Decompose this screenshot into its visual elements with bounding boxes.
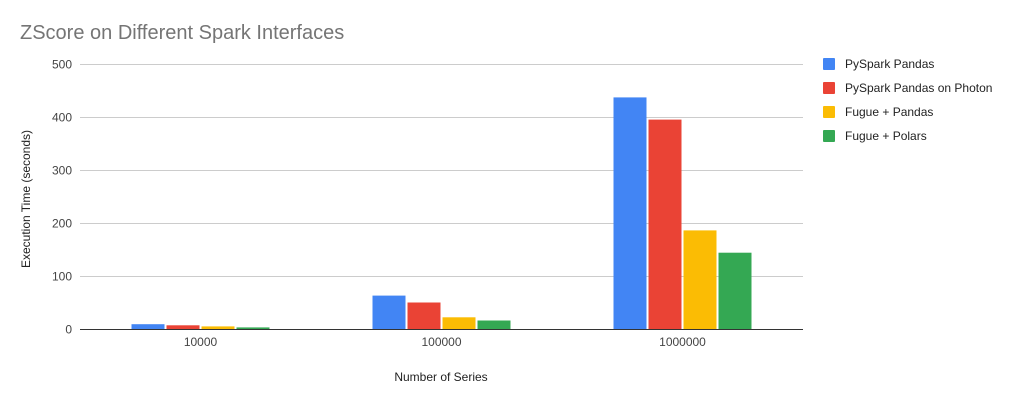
bar	[442, 317, 476, 329]
grid-lines	[80, 64, 803, 277]
bar	[407, 302, 441, 329]
legend-swatch	[823, 82, 835, 94]
x-axis-ticks: 10000 100000 1000000	[184, 335, 706, 349]
bar	[236, 327, 270, 329]
bar	[648, 119, 682, 329]
bars	[131, 97, 752, 330]
y-tick-label: 200	[52, 217, 72, 231]
legend-swatch	[823, 58, 835, 70]
chart-title: ZScore on Different Spark Interfaces	[20, 22, 344, 44]
y-tick-label: 100	[52, 270, 72, 284]
y-tick-label: 300	[52, 164, 72, 178]
legend-label: Fugue + Pandas	[845, 105, 933, 119]
legend-label: PySpark Pandas	[845, 57, 934, 71]
legend-label: Fugue + Polars	[845, 129, 927, 143]
legend-swatch	[823, 106, 835, 118]
legend-swatch	[823, 130, 835, 142]
y-tick-label: 0	[65, 323, 72, 337]
bar	[683, 230, 717, 329]
bar	[477, 320, 511, 329]
y-axis-label: Execution Time (seconds)	[19, 130, 33, 268]
y-tick-label: 400	[52, 111, 72, 125]
x-tick-label: 10000	[184, 335, 218, 349]
x-tick-label: 1000000	[659, 335, 706, 349]
bar	[372, 295, 406, 329]
y-tick-label: 500	[52, 58, 72, 72]
x-axis-label: Number of Series	[394, 370, 487, 384]
bar	[613, 97, 647, 330]
bar	[166, 325, 200, 329]
y-axis-ticks: 0 100 200 300 400 500	[52, 58, 72, 337]
bar	[131, 324, 165, 329]
legend: PySpark Pandas PySpark Pandas on Photon Fu…	[823, 57, 992, 143]
bar	[718, 252, 752, 329]
x-tick-label: 100000	[421, 335, 461, 349]
bar	[201, 326, 235, 329]
legend-label: PySpark Pandas on Photon	[845, 81, 992, 95]
